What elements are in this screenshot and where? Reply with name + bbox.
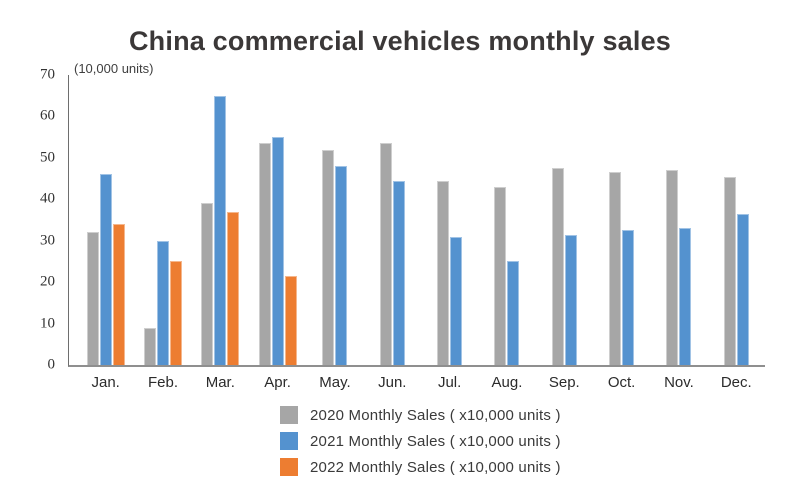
legend-swatch-2020 <box>280 406 298 424</box>
plot-area: Jan. Feb. Mar. Apr. May. Jun. Jul. Aug. Sep. Oct.… <box>68 75 765 391</box>
bar-2020-jan <box>86 232 99 365</box>
month-group-feb: Feb. <box>143 75 182 391</box>
legend-label-2020: 2020 Monthly Sales ( x10,000 units ) <box>310 406 561 424</box>
bar-2022-feb <box>169 261 182 365</box>
y-tick-60: 60 <box>40 107 55 124</box>
bar-2022-apr <box>284 275 297 365</box>
legend-item-2022: 2022 Monthly Sales ( x10,000 units ) <box>280 458 561 476</box>
bar-2021-may <box>335 166 348 365</box>
y-tick-20: 20 <box>40 273 55 290</box>
x-tick-dec: Dec. <box>720 374 752 391</box>
y-axis-tick-labels: 70 60 50 40 30 20 10 0 <box>0 67 62 373</box>
month-group-mar: Mar. <box>201 75 240 391</box>
month-group-jul: Jul. <box>431 75 469 391</box>
bar-2022-mar <box>227 211 240 365</box>
bar-2020-jun <box>379 143 392 365</box>
month-group-apr: Apr. <box>258 75 297 391</box>
bar-2021-apr <box>271 137 284 365</box>
bar-2020-may <box>322 149 335 365</box>
bar-2021-jul <box>450 236 463 365</box>
bar-2020-sep <box>551 168 564 365</box>
x-tick-oct: Oct. <box>607 374 636 391</box>
month-group-aug: Aug. <box>488 75 526 391</box>
bar-2020-oct <box>609 172 622 365</box>
bar-2021-jun <box>392 180 405 365</box>
bar-2020-feb <box>143 327 156 365</box>
x-tick-feb: Feb. <box>147 374 178 391</box>
y-tick-30: 30 <box>40 232 55 249</box>
bar-2021-aug <box>507 261 520 365</box>
legend: 2020 Monthly Sales ( x10,000 units ) 202… <box>280 406 561 476</box>
legend-label-2022: 2022 Monthly Sales ( x10,000 units ) <box>310 458 561 476</box>
y-tick-70: 70 <box>40 66 55 83</box>
legend-label-2021: 2021 Monthly Sales ( x10,000 units ) <box>310 432 561 450</box>
bar-2021-dec <box>736 213 749 365</box>
month-group-jun: Jun. <box>373 75 411 391</box>
legend-swatch-2021 <box>280 432 298 450</box>
month-group-jan: Jan. <box>86 75 125 391</box>
bar-2021-jan <box>99 174 112 365</box>
bar-2020-dec <box>723 176 736 365</box>
x-tick-sep: Sep. <box>548 374 580 391</box>
legend-item-2021: 2021 Monthly Sales ( x10,000 units ) <box>280 432 561 450</box>
bar-2021-sep <box>564 234 577 365</box>
bar-2020-jul <box>437 180 450 365</box>
bar-2021-nov <box>679 228 692 365</box>
bar-2020-apr <box>258 143 271 365</box>
x-tick-jul: Jul. <box>437 374 462 391</box>
month-group-nov: Nov. <box>660 75 698 391</box>
x-tick-aug: Aug. <box>491 374 523 391</box>
legend-swatch-2022 <box>280 458 298 476</box>
legend-item-2020: 2020 Monthly Sales ( x10,000 units ) <box>280 406 561 424</box>
month-group-oct: Oct. <box>603 75 641 391</box>
x-tick-jun: Jun. <box>378 374 407 391</box>
x-tick-jan: Jan. <box>91 374 120 391</box>
month-group-sep: Sep. <box>545 75 583 391</box>
bar-2021-mar <box>214 95 227 365</box>
bar-2021-feb <box>156 240 169 365</box>
y-tick-40: 40 <box>40 190 55 207</box>
x-tick-mar: Mar. <box>205 374 235 391</box>
bar-2020-aug <box>494 186 507 365</box>
bar-2020-mar <box>201 203 214 365</box>
x-tick-may: May. <box>319 374 351 391</box>
y-tick-0: 0 <box>47 356 56 373</box>
month-group-may: May. <box>316 75 354 391</box>
bar-2020-nov <box>666 170 679 365</box>
y-axis-unit-note: (10,000 units) <box>74 61 154 76</box>
x-tick-apr: Apr. <box>264 374 291 391</box>
month-group-dec: Dec. <box>717 75 755 391</box>
x-tick-nov: Nov. <box>664 374 694 391</box>
bar-2021-oct <box>622 230 635 365</box>
chart-title: China commercial vehicles monthly sales <box>128 26 672 56</box>
y-tick-50: 50 <box>40 149 55 166</box>
bar-2022-jan <box>112 224 125 365</box>
y-tick-10: 10 <box>40 315 55 332</box>
